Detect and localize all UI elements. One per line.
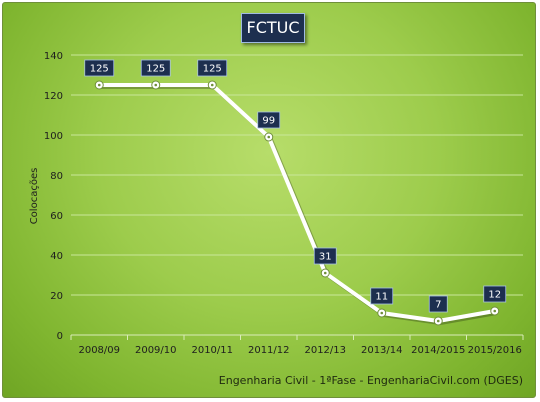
series-line xyxy=(99,83,496,323)
data-label-text: 11 xyxy=(375,292,388,303)
chart-title: FCTUC xyxy=(241,13,305,43)
y-tick-label: 80 xyxy=(50,171,63,182)
data-label-box xyxy=(483,285,507,303)
y-tick-label: 100 xyxy=(44,131,63,142)
data-point-center xyxy=(267,135,271,139)
chart-frame: 0 20 40 60 80 100 120 140 2008/09 2009/10 2010/11 2… xyxy=(2,2,536,398)
axes: 0 20 40 60 80 100 120 140 2008/09 2009/10 2010/11 2… xyxy=(44,51,524,356)
x-tick-label: 2015/2016 xyxy=(468,345,522,356)
x-tick-label: 2009/10 xyxy=(135,345,177,356)
data-point-center xyxy=(154,83,158,87)
data-point-center xyxy=(380,311,384,315)
series-line-layer xyxy=(94,80,500,326)
data-label: 7 xyxy=(428,295,448,313)
x-tick-label: 2014/2015 xyxy=(411,345,465,356)
y-tick-label: 140 xyxy=(44,51,63,62)
data-labels: 125 125 125 99 31 11 7 12 xyxy=(84,59,507,313)
data-label: 31 xyxy=(313,247,337,265)
data-label-text: 7 xyxy=(435,300,441,311)
data-label: 12 xyxy=(483,285,507,303)
data-label-box xyxy=(313,247,337,265)
line-chart: 0 20 40 60 80 100 120 140 2008/09 2009/10 2010/11 2… xyxy=(29,51,524,356)
gridlines xyxy=(71,54,523,296)
x-tick-label: 2013/14 xyxy=(361,345,403,356)
data-label-text: 125 xyxy=(146,64,165,75)
data-label-box xyxy=(84,59,115,77)
data-point-center xyxy=(436,319,440,323)
data-point-center xyxy=(493,309,497,313)
y-tick-label: 40 xyxy=(50,251,63,262)
data-label: 125 xyxy=(84,59,115,77)
data-label-box xyxy=(428,295,448,313)
x-tick-label: 2008/09 xyxy=(78,345,120,356)
data-label: 125 xyxy=(197,59,228,77)
y-tick-label: 120 xyxy=(44,91,63,102)
y-tick-label: 60 xyxy=(50,211,63,222)
data-label-box xyxy=(257,111,281,129)
x-tick-label: 2011/12 xyxy=(248,345,290,356)
data-point-center xyxy=(210,83,214,87)
data-label: 125 xyxy=(140,59,171,77)
data-label-text: 31 xyxy=(319,252,332,263)
x-tick-label: 2010/11 xyxy=(191,345,233,356)
data-label-text: 99 xyxy=(262,116,275,127)
y-axis-title: Colocações xyxy=(29,168,40,225)
y-tick-label: 0 xyxy=(57,331,63,342)
data-label-text: 125 xyxy=(90,64,109,75)
data-label-box xyxy=(140,59,171,77)
data-label: 11 xyxy=(370,287,394,305)
data-label: 99 xyxy=(257,111,281,129)
data-label-text: 125 xyxy=(203,64,222,75)
data-label-box xyxy=(370,287,394,305)
y-tick-label: 20 xyxy=(50,291,63,302)
data-label-text: 12 xyxy=(488,290,501,301)
source-note: Engenharia Civil - 1ªFase - EngenhariaCi… xyxy=(218,374,523,387)
data-point-center xyxy=(323,271,327,275)
data-label-box xyxy=(197,59,228,77)
x-tick-label: 2012/13 xyxy=(304,345,346,356)
data-point-center xyxy=(97,83,101,87)
